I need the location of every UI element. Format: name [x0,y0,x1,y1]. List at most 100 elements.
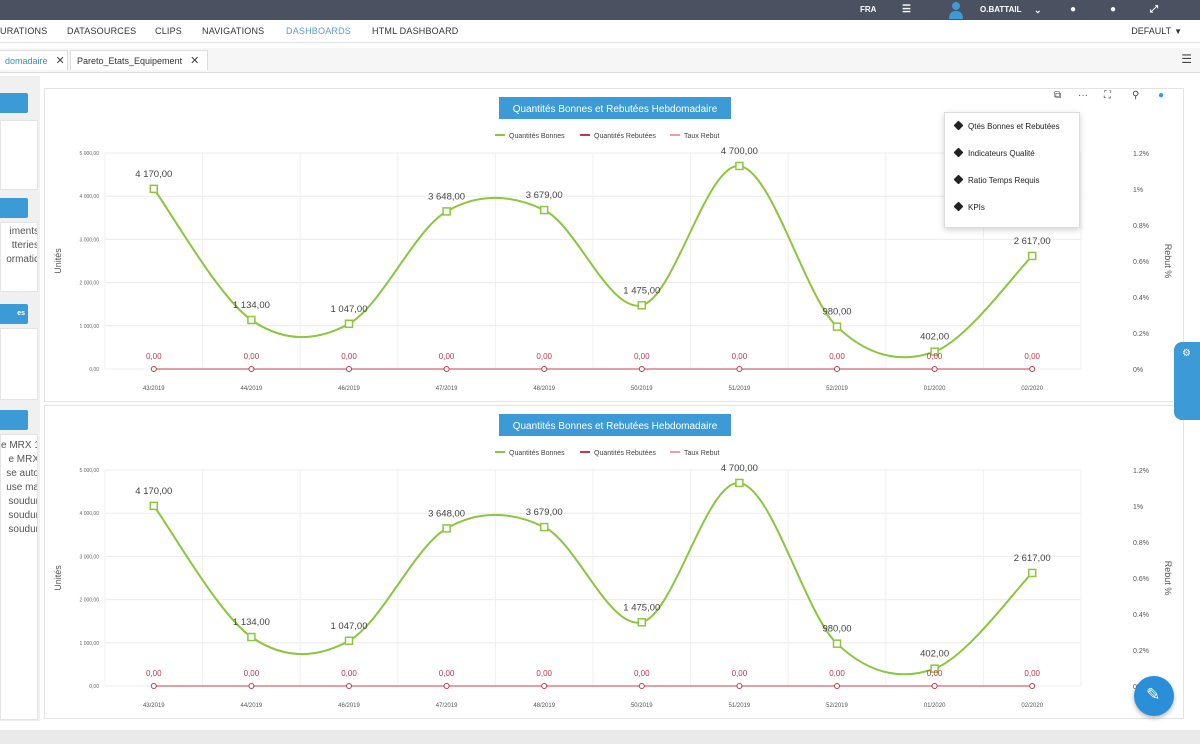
data-label-quantites-rebutees: 0,00 [341,669,357,678]
data-point-quantites-rebutees [1029,683,1036,689]
settings-icon[interactable]: ● [1110,4,1117,15]
data-label-quantites-rebutees: 0,00 [244,669,260,678]
dashboard-tabs: domadaire ✕ Pareto_Etats_Equipement ✕ [0,48,1200,73]
menu-item-indicateurs-qualite[interactable]: Indicateurs Qualité [953,146,1035,162]
tab-label: Pareto_Etats_Equipement [77,56,183,66]
chart-title: Quantités Bonnes et Rebutées Hebdomadair… [513,421,718,432]
tab-hebdomadaire[interactable]: domadaire ✕ [0,50,68,70]
data-point-quantites-rebutees [248,366,255,372]
data-label-quantites-bonnes: 1 047,00 [331,621,368,632]
side-panel-toggle[interactable]: ⚙ [1174,342,1200,420]
nav-item-html-dashboard[interactable]: HTML DASHBOARD [372,26,459,36]
nav-item-clips[interactable]: CLIPS [155,26,183,36]
data-point-quantites-rebutees [931,366,938,372]
x-tick-label: 51/2019 [729,386,751,392]
more-icon[interactable]: ··· [1078,90,1088,101]
nav-item-configurations[interactable]: URATIONS [0,26,48,36]
sidebar-button-3[interactable]: es [0,304,28,324]
edit-button[interactable]: ✎ [1134,676,1174,716]
chart-title-background [499,414,731,436]
menu-item-qtes-bonnes[interactable]: Qtés Bonnes et Rebutées [953,119,1060,135]
y-tick-label: 4 000,00 [80,194,100,200]
y2-tick-label: 0.6% [1133,259,1149,266]
y-tick-label: 0,00 [89,367,99,373]
y2-axis-title: Rebut % [1163,244,1173,279]
copy-icon[interactable]: ⧉ [1054,90,1062,101]
data-label-quantites-bonnes: 1 475,00 [623,602,660,613]
data-point-quantites-bonnes [832,322,842,331]
data-label-quantites-rebutees: 0,00 [341,352,357,361]
y2-tick-label: 0.4% [1133,612,1149,619]
dashboard-selector[interactable]: DEFAULT ▼ [1131,20,1182,43]
data-label-quantites-rebutees: 0,00 [732,352,748,361]
chevron-down-icon[interactable]: ⌄ [1034,5,1042,15]
legend-label: Taux Rebut [684,450,719,457]
sidebar-panel-1 [0,120,38,190]
expand-icon[interactable]: ⤢ [1150,4,1158,15]
legend-label: Taux Rebut [684,133,719,140]
x-tick-label: 48/2019 [533,386,555,392]
menu-item-label: Ratio Temps Requis [968,176,1040,185]
data-point-quantites-rebutees [638,683,645,689]
nav-item-datasources[interactable]: DATASOURCES [67,26,137,36]
data-point-quantites-bonnes [149,184,159,194]
x-tick-label: 50/2019 [631,703,653,709]
sidebar-text: ormatic [6,254,38,265]
y-tick-label: 0,00 [89,684,99,690]
bottom-bar [0,730,1200,744]
user-name[interactable]: O.BATTAIL [980,5,1022,14]
sidebar-button-1[interactable] [0,93,28,113]
menu-item-ratio-temps[interactable]: Ratio Temps Requis [953,173,1040,189]
close-icon[interactable]: ✕ [55,55,65,67]
menu-item-kpis[interactable]: KPIs [953,200,985,216]
tab-pareto-etats-equipement[interactable]: Pareto_Etats_Equipement ✕ [70,50,208,70]
chart-title-background [499,97,731,119]
y-tick-label: 3 000,00 [80,554,100,560]
data-point-quantites-bonnes [442,207,451,216]
filter-icon[interactable]: ⚲ [1132,90,1140,101]
nav-item-navigations[interactable]: NAVIGATIONS [202,26,265,36]
sidebar-text: soudur [8,496,38,507]
y2-tick-label: 1% [1133,504,1143,511]
data-label-quantites-rebutees: 0,00 [829,352,845,361]
language-selector[interactable]: FRA [860,5,877,14]
data-point-quantites-bonnes [735,161,744,171]
data-label-quantites-rebutees: 0,00 [439,669,455,678]
series-line-quantites-bonnes [152,164,1033,359]
close-icon[interactable]: ✕ [190,55,200,67]
menu-icon[interactable]: ☰ [1181,52,1192,66]
legend-label: Quantités Bonnes [509,133,565,140]
legend-label: Quantités Rebutées [594,133,656,140]
sidebar-panel-2: iments tteries ormatic [0,222,38,292]
data-point-quantites-rebutees [150,366,157,372]
y-tick-label: 1 000,00 [80,324,100,330]
data-point-quantites-bonnes [344,319,354,329]
chevron-down-icon: ▼ [1174,27,1182,36]
x-tick-label: 51/2019 [729,703,751,709]
sidebar-panel-3 [0,328,38,400]
nav-item-dashboards[interactable]: DASHBOARDS [286,26,352,36]
y-axis-title: Unités [53,248,63,274]
y-tick-label: 4 000,00 [80,511,100,517]
y-tick-label: 2 000,00 [80,598,100,604]
data-point-quantites-rebutees [834,366,840,372]
data-point-quantites-bonnes [637,301,647,310]
sidebar-text: soudur [8,510,38,521]
fullscreen-icon[interactable]: ⛶ [1104,90,1111,101]
sidebar-text: e MRX [8,454,38,465]
info-icon[interactable]: ● [1158,90,1165,101]
y2-tick-label: 0.8% [1133,223,1149,230]
user-avatar-icon[interactable] [948,1,964,19]
data-point-quantites-rebutees [346,366,352,372]
tag-icon [953,174,964,185]
list-icon[interactable]: ☰ [902,4,911,15]
settings-icon: ⚙ [1182,348,1191,359]
data-point-quantites-rebutees [834,683,840,689]
sidebar-button-4[interactable] [0,410,28,430]
sidebar-button-2[interactable] [0,198,28,218]
data-point-quantites-bonnes [539,522,549,532]
x-tick-label: 48/2019 [533,703,555,709]
help-icon[interactable]: ● [1070,4,1077,15]
x-tick-label: 44/2019 [241,703,263,709]
data-label-quantites-bonnes: 1 134,00 [233,300,270,311]
